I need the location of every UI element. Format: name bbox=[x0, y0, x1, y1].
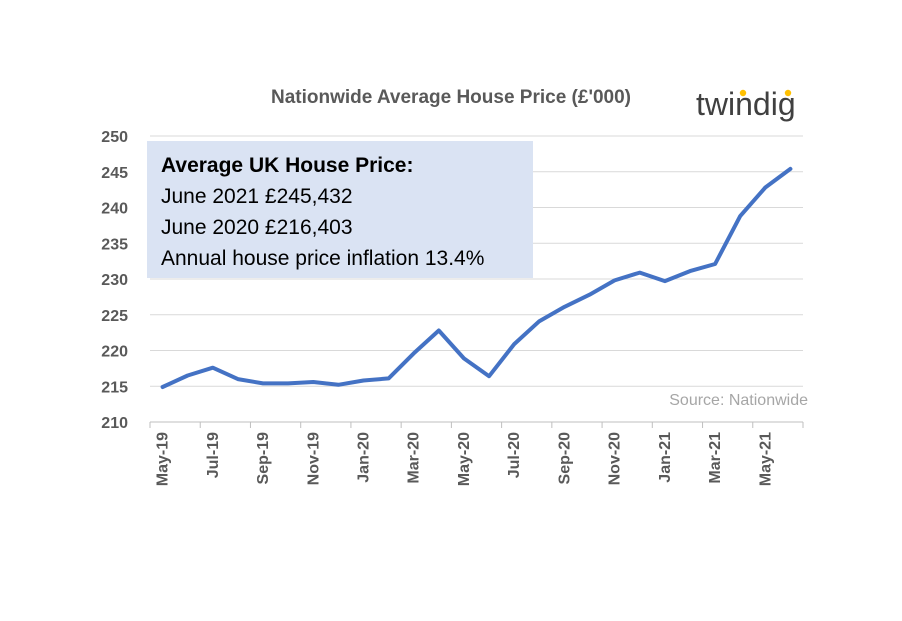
x-tick-label-sep-19: Sep-19 bbox=[255, 432, 272, 485]
y-tick-label-250: 250 bbox=[101, 129, 128, 146]
y-tick-label-235: 235 bbox=[101, 236, 128, 253]
info-box-heading: Average UK House Price: bbox=[161, 154, 414, 177]
x-tick-label-jul-20: Jul-20 bbox=[506, 432, 523, 478]
x-axis: May-19 Jul-19 Sep-19 Nov-19 Jan-20 Mar-20 May-… bbox=[149, 421, 804, 486]
x-tick-label-jul-19: Jul-19 bbox=[205, 432, 222, 478]
info-box: Average UK House Price: June 2021 £245,4… bbox=[147, 141, 533, 278]
y-axis: 210 215 220 225 230 235 240 245 250 bbox=[101, 129, 128, 432]
y-tick-label-225: 225 bbox=[101, 308, 128, 325]
x-tick-label-may-19: May-19 bbox=[155, 432, 172, 486]
x-tick-label-sep-20: Sep-20 bbox=[556, 432, 573, 485]
x-tick-label-jan-20: Jan-20 bbox=[355, 432, 372, 483]
x-tick-label-mar-21: Mar-21 bbox=[707, 432, 724, 484]
source-note: Source: Nationwide bbox=[669, 392, 808, 409]
series-layer bbox=[160, 166, 793, 389]
info-box-line-inflation: Annual house price inflation 13.4% bbox=[161, 247, 485, 270]
x-tick-label-may-20: May-20 bbox=[456, 432, 473, 486]
logo-dot-1 bbox=[739, 89, 747, 97]
y-tick-label-220: 220 bbox=[101, 344, 128, 361]
info-box-line-june-2021: June 2021 £245,432 bbox=[161, 185, 353, 208]
twindig-logo: twindig bbox=[696, 86, 796, 122]
y-tick-label-210: 210 bbox=[101, 415, 128, 432]
x-tick-label-may-21: May-21 bbox=[757, 432, 774, 486]
series-line-0 bbox=[160, 166, 793, 389]
chart-title: Nationwide Average House Price (£'000) bbox=[271, 87, 631, 108]
y-tick-label-215: 215 bbox=[101, 379, 128, 396]
x-tick-label-nov-19: Nov-19 bbox=[305, 432, 322, 485]
logo-text: twindig bbox=[696, 86, 796, 122]
info-box-line-june-2020: June 2020 £216,403 bbox=[161, 216, 353, 239]
logo-dot-2 bbox=[784, 89, 792, 97]
y-tick-label-245: 245 bbox=[101, 165, 128, 182]
y-tick-label-240: 240 bbox=[101, 201, 128, 218]
x-tick-label-nov-20: Nov-20 bbox=[607, 432, 624, 485]
x-tick-label-jan-21: Jan-21 bbox=[657, 432, 674, 483]
x-tick-label-mar-20: Mar-20 bbox=[406, 432, 423, 484]
y-tick-label-230: 230 bbox=[101, 272, 128, 289]
